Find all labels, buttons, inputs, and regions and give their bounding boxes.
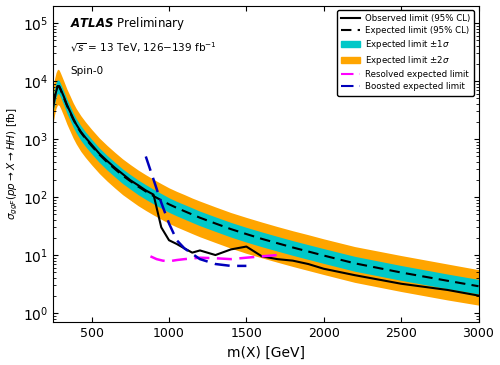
Y-axis label: $\sigma_{ggF}(pp\rightarrow X\rightarrow HH)$ [fb]: $\sigma_{ggF}(pp\rightarrow X\rightarrow… xyxy=(6,108,20,220)
Legend: Observed limit (95% CL), Expected limit (95% CL), Expected limit $\pm1\sigma$, E: Observed limit (95% CL), Expected limit … xyxy=(337,10,474,96)
Text: $\sqrt{s}$ = 13 TeV, 126$-$139 fb$^{-1}$: $\sqrt{s}$ = 13 TeV, 126$-$139 fb$^{-1}$ xyxy=(70,41,217,55)
X-axis label: m(X) [GeV]: m(X) [GeV] xyxy=(226,345,304,360)
Text: $\bfit{ATLAS}$ Preliminary: $\bfit{ATLAS}$ Preliminary xyxy=(70,15,185,32)
Text: Spin-0: Spin-0 xyxy=(70,66,103,76)
